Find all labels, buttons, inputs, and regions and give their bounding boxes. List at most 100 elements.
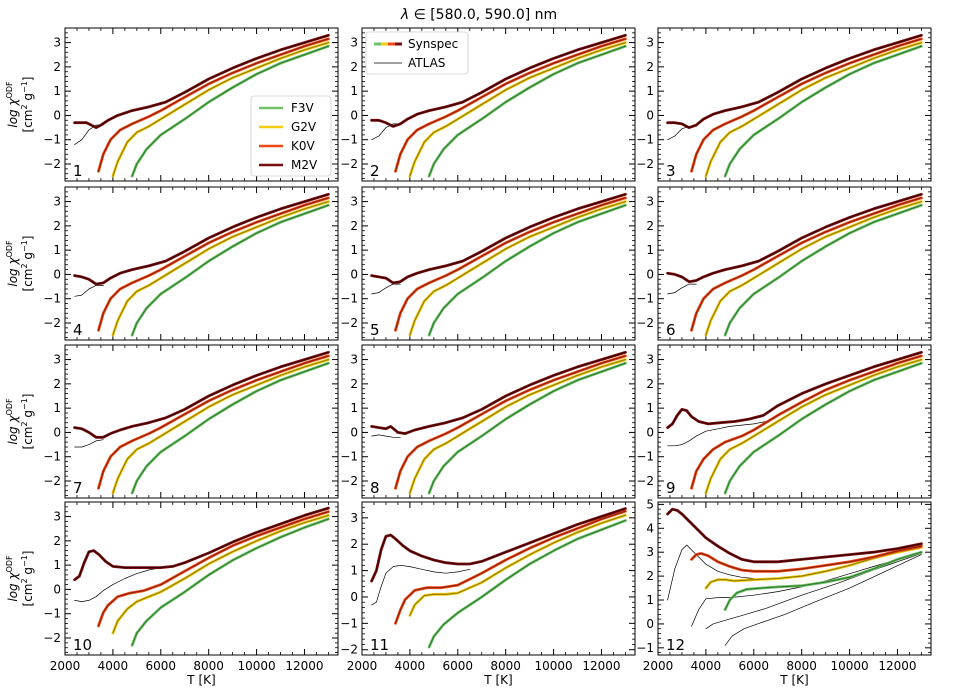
y-tick-label: 0 bbox=[646, 617, 654, 631]
panel-number: 9 bbox=[666, 479, 676, 497]
legend-models: Synspec ATLAS bbox=[365, 31, 469, 75]
panel-4: −2 −1 0 1 2 3 4 log χODF[cm2 g−1] bbox=[5, 186, 339, 341]
y-tick-label: 2 bbox=[646, 219, 654, 233]
x-tick-label: 10000 bbox=[830, 659, 868, 673]
line-atlas bbox=[74, 566, 174, 602]
panel-2: −2 −1 0 1 2 3 2 Synspec ATLAS bbox=[340, 27, 636, 182]
y-tick-label: −1 bbox=[636, 450, 654, 464]
line-m2v-synspec bbox=[666, 33, 923, 129]
y-axis-label-line1: log χODF bbox=[5, 555, 20, 602]
line-m2v-atlas bbox=[74, 34, 329, 129]
y-axis-label-line2: [cm2 g−1] bbox=[20, 77, 35, 133]
line-k0v-atlas bbox=[690, 545, 922, 572]
x-axis-label: T [K] bbox=[483, 673, 512, 687]
line-m2v-atlas bbox=[74, 193, 329, 285]
panel-number: 12 bbox=[666, 636, 685, 654]
panel-frame bbox=[361, 501, 636, 656]
y-tick-label: −2 bbox=[340, 474, 358, 488]
y-tick-label: −1 bbox=[340, 133, 358, 147]
y-tick-label: 3 bbox=[646, 195, 654, 209]
line-k0v-atlas bbox=[97, 38, 329, 172]
line-f3v-atlas bbox=[428, 204, 626, 336]
line-atlas bbox=[667, 283, 697, 295]
line-g2v-atlas bbox=[409, 514, 626, 616]
panel-number: 1 bbox=[73, 162, 83, 180]
line-m2v-atlas bbox=[667, 508, 922, 563]
panel-10: 2000 4000 6000 8000 10000 12000 −2 −1 0 1 2 3 10 log … bbox=[5, 501, 339, 687]
y-tick-label: 3 bbox=[646, 353, 654, 367]
y-tick-label: −1 bbox=[340, 292, 358, 306]
line-k0v-atlas bbox=[394, 510, 626, 624]
line-f3v-atlas bbox=[131, 362, 329, 494]
y-tick-label: −1 bbox=[43, 133, 61, 147]
legend-label-atlas: ATLAS bbox=[408, 56, 445, 70]
line-atlas bbox=[724, 554, 922, 646]
y-tick-label: −1 bbox=[636, 133, 654, 147]
series-group bbox=[666, 507, 923, 646]
line-atlas bbox=[667, 421, 767, 447]
y-tick-label: 2 bbox=[350, 537, 358, 551]
series-group bbox=[666, 350, 923, 495]
x-tick-label: 6000 bbox=[443, 659, 474, 673]
panel-number: 2 bbox=[370, 162, 380, 180]
y-tick-label: −1 bbox=[636, 292, 654, 306]
panel-number: 8 bbox=[370, 479, 380, 497]
x-tick-label: 10000 bbox=[534, 659, 572, 673]
x-tick-label: 12000 bbox=[878, 659, 916, 673]
line-k0v-atlas bbox=[394, 197, 626, 331]
y-tick-label: −2 bbox=[340, 157, 358, 171]
y-tick-label: 1 bbox=[646, 401, 654, 415]
line-f3v-atlas bbox=[131, 518, 329, 646]
line-g2v-synspec bbox=[111, 514, 330, 635]
line-m2v-atlas bbox=[74, 507, 329, 581]
x-tick-label: 8000 bbox=[490, 659, 521, 673]
y-tick-label: 2 bbox=[53, 60, 61, 74]
y-tick-label: 4 bbox=[646, 521, 654, 535]
y-tick-label: 1 bbox=[350, 84, 358, 98]
y-tick-label: 3 bbox=[646, 36, 654, 50]
line-g2v-atlas bbox=[409, 359, 626, 494]
panel-number: 11 bbox=[370, 636, 389, 654]
line-g2v-synspec bbox=[408, 513, 627, 617]
y-tick-label: −2 bbox=[636, 157, 654, 171]
y-axis-label-line2: [cm2 g−1] bbox=[20, 551, 35, 607]
panel-frame bbox=[657, 344, 932, 499]
series-group bbox=[370, 350, 627, 495]
line-m2v-atlas bbox=[371, 351, 626, 435]
line-g2v-synspec bbox=[408, 358, 627, 495]
line-g2v-atlas bbox=[112, 42, 329, 177]
x-tick-label: 12000 bbox=[582, 659, 620, 673]
y-tick-label: 0 bbox=[350, 425, 358, 439]
series-group bbox=[666, 33, 923, 178]
y-tick-label: 1 bbox=[350, 564, 358, 578]
x-tick-label: 4000 bbox=[98, 659, 129, 673]
series-group bbox=[73, 33, 330, 178]
series-group bbox=[73, 192, 330, 337]
line-m2v-atlas bbox=[371, 34, 626, 127]
line-g2v-atlas bbox=[112, 514, 329, 634]
y-axis-label-line1: log χODF bbox=[5, 398, 20, 445]
y-tick-label: 3 bbox=[350, 511, 358, 525]
legend-label-g2v: G2V bbox=[291, 120, 317, 134]
series-group bbox=[370, 507, 627, 649]
line-m2v-synspec bbox=[370, 350, 627, 436]
line-m2v-atlas bbox=[371, 193, 626, 284]
line-k0v-atlas bbox=[97, 355, 329, 489]
y-tick-label: 1 bbox=[646, 593, 654, 607]
panel-5: −2 −1 0 1 2 3 5 bbox=[340, 186, 636, 341]
line-m2v-synspec bbox=[370, 192, 627, 285]
y-tick-label: 2 bbox=[350, 219, 358, 233]
line-g2v-atlas bbox=[705, 359, 922, 494]
y-tick-label: 2 bbox=[646, 569, 654, 583]
line-atlas bbox=[371, 283, 401, 295]
panel-frame bbox=[361, 27, 636, 182]
line-f3v-atlas bbox=[131, 45, 329, 177]
panel-number: 4 bbox=[73, 321, 83, 339]
y-tick-label: 0 bbox=[53, 582, 61, 596]
y-tick-label: 2 bbox=[53, 377, 61, 391]
panel-9: −2 −1 0 1 2 3 9 bbox=[636, 344, 932, 499]
legend-label-synspec: Synspec bbox=[408, 37, 458, 51]
line-atlas bbox=[74, 439, 104, 448]
